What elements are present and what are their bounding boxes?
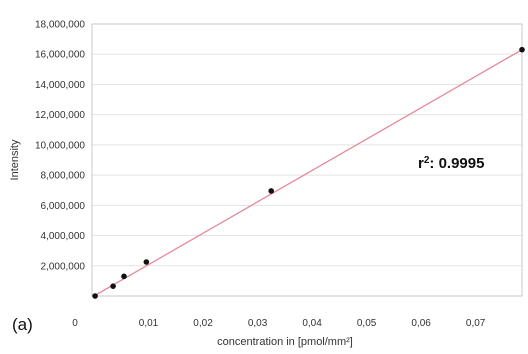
x-tick-label: 0,03	[248, 318, 268, 329]
y-tick-label: 2,000,000	[41, 261, 86, 272]
x-tick-label: 0,01	[139, 318, 159, 329]
data-point	[519, 46, 525, 53]
y-tick-label: 10,000,000	[35, 140, 85, 151]
x-tick-label: 0,04	[302, 318, 322, 329]
panel-label: (a)	[12, 315, 33, 334]
gridlines	[92, 23, 522, 267]
y-tick-label: 18,000,000	[35, 20, 85, 31]
data-point	[121, 273, 127, 280]
x-tick-label: 0	[72, 318, 78, 329]
y-tick-label: 14,000,000	[35, 80, 85, 91]
y-tick-labels: 2,000,000 4,000,000 6,000,000 8,000,000 10,0…	[35, 20, 85, 273]
data-point	[143, 259, 150, 265]
x-tick-labels: 0 0,01 0,02 0,03 0,04 0,05 0,06 0,07	[72, 318, 486, 329]
x-tick-label: 0,02	[193, 318, 213, 329]
x-axis-title: concentration in [pmol/mm²]	[217, 336, 353, 348]
r-squared-value: : 0.9995	[429, 155, 484, 172]
x-tick-label: 0,05	[357, 318, 377, 329]
x-tick-label: 0,07	[466, 318, 486, 329]
data-point	[268, 188, 274, 194]
plot-area-frame	[91, 23, 523, 297]
y-tick-label: 4,000,000	[41, 231, 86, 242]
y-tick-label: 8,000,000	[41, 171, 86, 182]
r-squared-superscript: 2	[424, 155, 430, 166]
r-squared-symbol: r	[418, 155, 424, 172]
y-axis-title: Intensity	[9, 139, 21, 180]
r-squared-annotation: r2: 0.9995	[418, 155, 484, 173]
fit-line	[93, 49, 523, 297]
y-tick-label: 6,000,000	[41, 201, 86, 212]
data-point	[92, 293, 98, 299]
x-tick-label: 0,06	[411, 318, 431, 329]
data-point	[110, 283, 116, 289]
data-points	[92, 46, 525, 299]
y-tick-label: 16,000,000	[35, 50, 85, 61]
y-tick-label: 12,000,000	[35, 110, 85, 121]
